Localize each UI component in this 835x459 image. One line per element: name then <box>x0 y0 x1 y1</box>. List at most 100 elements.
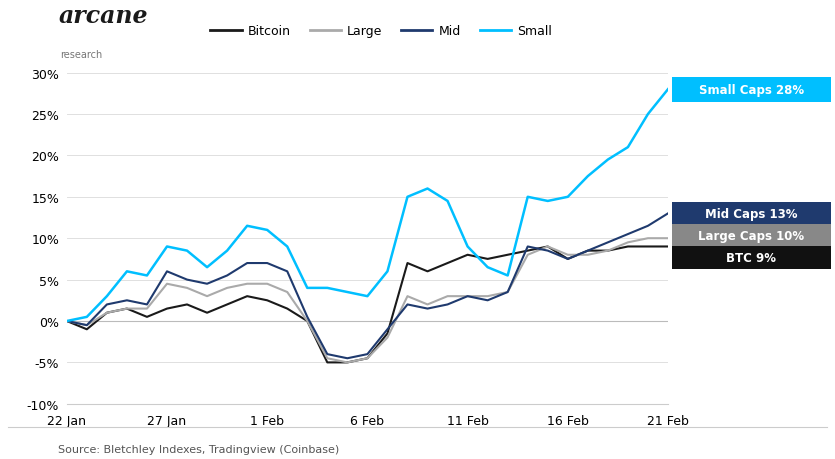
Large <box>563 252 573 258</box>
Large <box>503 290 513 295</box>
Mid <box>382 327 392 332</box>
Large <box>282 290 292 295</box>
Bitcoin <box>162 306 172 312</box>
Mid <box>162 269 172 274</box>
Mid <box>182 277 192 283</box>
Small <box>583 174 593 179</box>
Large <box>523 252 533 258</box>
Mid <box>663 211 673 217</box>
Mid <box>82 323 92 328</box>
Mid <box>443 302 453 308</box>
Bitcoin <box>643 244 653 250</box>
Small <box>643 112 653 118</box>
Small <box>663 87 673 93</box>
Large <box>122 306 132 312</box>
Bitcoin <box>483 257 493 262</box>
Bitcoin <box>362 356 372 361</box>
Bitcoin <box>342 360 352 365</box>
Line: Large: Large <box>67 239 668 363</box>
Small <box>162 244 172 250</box>
Text: research: research <box>60 50 103 60</box>
Large <box>102 310 112 316</box>
Mid <box>543 248 553 254</box>
Mid <box>643 224 653 229</box>
Bitcoin <box>322 360 332 365</box>
Small <box>463 244 473 250</box>
Bitcoin <box>282 306 292 312</box>
Mid <box>202 281 212 287</box>
Small <box>382 269 392 274</box>
Mid <box>623 232 633 237</box>
Mid <box>342 356 352 361</box>
Large <box>322 356 332 361</box>
Mid <box>262 261 272 266</box>
Large <box>663 236 673 241</box>
Small <box>222 248 232 254</box>
Large <box>262 281 272 287</box>
Large <box>362 356 372 361</box>
Bitcoin <box>423 269 433 274</box>
Mid <box>463 294 473 299</box>
Mid <box>362 352 372 357</box>
Bitcoin <box>623 244 633 250</box>
Mid <box>242 261 252 266</box>
Text: Small Caps 28%: Small Caps 28% <box>699 84 804 96</box>
Line: Mid: Mid <box>67 214 668 358</box>
Bitcoin <box>663 244 673 250</box>
Text: arcane: arcane <box>58 4 148 28</box>
Large <box>222 285 232 291</box>
Small <box>82 314 92 320</box>
Bitcoin <box>443 261 453 266</box>
Line: Small: Small <box>67 90 668 321</box>
Bitcoin <box>102 310 112 316</box>
Mid <box>222 273 232 279</box>
Small <box>623 145 633 151</box>
Small <box>362 294 372 299</box>
Large <box>643 236 653 241</box>
Small <box>402 195 412 200</box>
Large <box>483 294 493 299</box>
Mid <box>603 240 613 246</box>
Small <box>483 265 493 270</box>
Mid <box>282 269 292 274</box>
Small <box>523 195 533 200</box>
Large <box>342 360 352 365</box>
Mid <box>322 352 332 357</box>
Bitcoin <box>242 294 252 299</box>
Bitcoin <box>62 319 72 324</box>
Large <box>382 335 392 341</box>
Large <box>443 294 453 299</box>
Bitcoin <box>122 306 132 312</box>
Large <box>182 285 192 291</box>
Small <box>202 265 212 270</box>
Bitcoin <box>543 244 553 250</box>
Mid <box>142 302 152 308</box>
Large <box>623 240 633 246</box>
Small <box>302 285 312 291</box>
Bitcoin <box>262 298 272 303</box>
Small <box>423 186 433 192</box>
Bitcoin <box>523 248 533 254</box>
Large <box>543 244 553 250</box>
Large <box>463 294 473 299</box>
Bitcoin <box>463 252 473 258</box>
Large <box>302 319 312 324</box>
Small <box>503 273 513 279</box>
Small <box>563 195 573 200</box>
Large <box>142 306 152 312</box>
Mid <box>302 314 312 320</box>
Text: BTC 9%: BTC 9% <box>726 252 777 264</box>
Mid <box>402 302 412 308</box>
Bitcoin <box>603 248 613 254</box>
Large <box>242 281 252 287</box>
Large <box>423 302 433 308</box>
Bitcoin <box>202 310 212 316</box>
Large <box>202 294 212 299</box>
Small <box>102 294 112 299</box>
Large <box>162 281 172 287</box>
Small <box>262 228 272 233</box>
Large <box>82 323 92 328</box>
Bitcoin <box>82 327 92 332</box>
Bitcoin <box>142 314 152 320</box>
Bitcoin <box>402 261 412 266</box>
